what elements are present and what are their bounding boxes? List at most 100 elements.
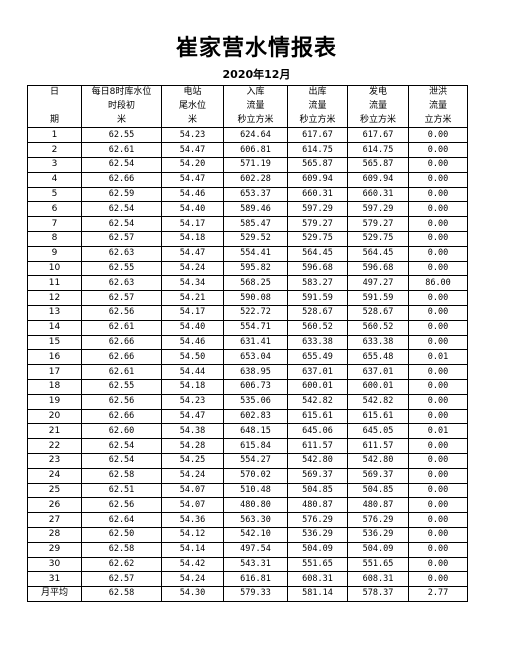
- table-row: 9 62.63 54.47 554.41 564.45 564.45 0.00: [27, 245, 468, 262]
- table-cell: 16: [27, 349, 82, 366]
- table-cell: 54.50: [161, 349, 224, 366]
- header-cell: 秒立方米: [287, 113, 348, 129]
- table-cell: 645.06: [287, 423, 348, 440]
- table-cell: 554.41: [223, 245, 288, 262]
- table-cell: 54.46: [161, 186, 224, 203]
- table-row: 4 62.66 54.47 602.28 609.94 609.94 0.00: [27, 171, 468, 188]
- table-cell: 17: [27, 364, 82, 380]
- table-cell: 565.87: [347, 156, 409, 173]
- table-cell: 3: [27, 156, 82, 173]
- table-cell: 616.81: [223, 571, 288, 588]
- header-cell: 每日8时库水位: [81, 84, 162, 100]
- table-cell: 536.29: [347, 526, 409, 543]
- table-cell: 0.00: [408, 393, 468, 410]
- header-cell: 流量: [408, 99, 468, 114]
- table-cell: 637.01: [287, 364, 348, 380]
- table-cell: 0.00: [408, 201, 468, 218]
- table-cell: 648.15: [223, 423, 288, 440]
- table-cell: 54.12: [161, 526, 224, 543]
- table-cell: 480.80: [223, 497, 288, 514]
- table-cell: 15: [27, 334, 82, 351]
- table-cell: 62.51: [81, 482, 162, 499]
- table-cell: 624.64: [223, 127, 288, 144]
- table-cell: 7: [27, 216, 82, 232]
- table-cell: 0.00: [408, 304, 468, 321]
- table-cell: 585.47: [223, 216, 288, 232]
- table-cell: 563.30: [223, 512, 288, 528]
- average-row: 月平均 62.58 54.30 579.33 581.14 578.37 2.77: [27, 586, 468, 602]
- table-cell: 25: [27, 482, 82, 499]
- table-row: 22 62.54 54.28 615.84 611.57 611.57 0.00: [27, 438, 468, 454]
- header-cell: 秒立方米: [347, 113, 409, 129]
- table-cell: 645.05: [347, 423, 409, 440]
- header-cell: 尾水位: [161, 99, 224, 114]
- table-cell: 24: [27, 467, 82, 484]
- table-cell: 0.00: [408, 556, 468, 573]
- average-cell: 578.37: [347, 586, 409, 602]
- table-cell: 0.00: [408, 156, 468, 173]
- table-cell: 54.47: [161, 142, 224, 158]
- table-cell: 62.57: [81, 230, 162, 247]
- table-cell: 633.38: [347, 334, 409, 351]
- table-cell: 54.24: [161, 467, 224, 484]
- table-cell: 504.85: [287, 482, 348, 499]
- table-row: 23 62.54 54.25 554.27 542.80 542.80 0.00: [27, 452, 468, 469]
- table-cell: 583.27: [287, 275, 348, 292]
- header-cell: 立方米: [408, 113, 468, 129]
- average-cell: 月平均: [27, 586, 82, 602]
- header-cell: 秒立方米: [223, 113, 288, 129]
- table-cell: 0.00: [408, 497, 468, 514]
- table-row: 18 62.55 54.18 606.73 600.01 600.01 0.00: [27, 378, 468, 395]
- table-cell: 62.54: [81, 156, 162, 173]
- table-cell: 560.52: [347, 319, 409, 336]
- average-cell: 2.77: [408, 586, 468, 602]
- table-cell: 54.40: [161, 319, 224, 336]
- table-cell: 529.75: [287, 230, 348, 247]
- table-cell: 26: [27, 497, 82, 514]
- table-cell: 54.20: [161, 156, 224, 173]
- table-cell: 62.66: [81, 408, 162, 425]
- table-cell: 600.01: [347, 378, 409, 395]
- table-cell: 54.23: [161, 393, 224, 410]
- table-cell: 86.00: [408, 275, 468, 292]
- table-cell: 54.44: [161, 364, 224, 380]
- table-cell: 615.61: [347, 408, 409, 425]
- table-row: 7 62.54 54.17 585.47 579.27 579.27 0.00: [27, 216, 468, 232]
- table-cell: 480.87: [287, 497, 348, 514]
- table-cell: 0.00: [408, 378, 468, 395]
- table-cell: 62.60: [81, 423, 162, 440]
- table-cell: 62.66: [81, 334, 162, 351]
- table-row: 25 62.51 54.07 510.48 504.85 504.85 0.00: [27, 482, 468, 499]
- table-cell: 2: [27, 142, 82, 158]
- header-cell: 米: [161, 113, 224, 129]
- table-cell: 6: [27, 201, 82, 218]
- table-cell: 608.31: [287, 571, 348, 588]
- table-row: 24 62.58 54.24 570.02 569.37 569.37 0.00: [27, 467, 468, 484]
- table-cell: 62.50: [81, 526, 162, 543]
- table-cell: 0.00: [408, 482, 468, 499]
- table-cell: 54.14: [161, 541, 224, 558]
- table-cell: 0.00: [408, 319, 468, 336]
- header-cell: 日: [27, 84, 82, 100]
- table-cell: 565.87: [287, 156, 348, 173]
- table-cell: 0.00: [408, 408, 468, 425]
- header-row: 期米米秒立方米 秒立方米 秒立方米 立方米: [27, 113, 468, 129]
- table-cell: 54.40: [161, 201, 224, 218]
- report-title: 崔家营水情报表: [175, 36, 337, 61]
- table-cell: 62.57: [81, 290, 162, 306]
- table-cell: 62.66: [81, 349, 162, 366]
- table-cell: 576.29: [347, 512, 409, 528]
- table-cell: 8: [27, 230, 82, 247]
- table-cell: 0.00: [408, 216, 468, 232]
- table-cell: 54.18: [161, 378, 224, 395]
- table-cell: 54.47: [161, 245, 224, 262]
- table-cell: 54.17: [161, 304, 224, 321]
- table-cell: 62.63: [81, 275, 162, 292]
- table-cell: 591.59: [287, 290, 348, 306]
- table-cell: 30: [27, 556, 82, 573]
- table-cell: 542.80: [347, 452, 409, 469]
- table-cell: 62.61: [81, 364, 162, 380]
- table-cell: 54.47: [161, 408, 224, 425]
- table-row: 13 62.56 54.17 522.72 528.67 528.67 0.00: [27, 304, 468, 321]
- table-cell: 13: [27, 304, 82, 321]
